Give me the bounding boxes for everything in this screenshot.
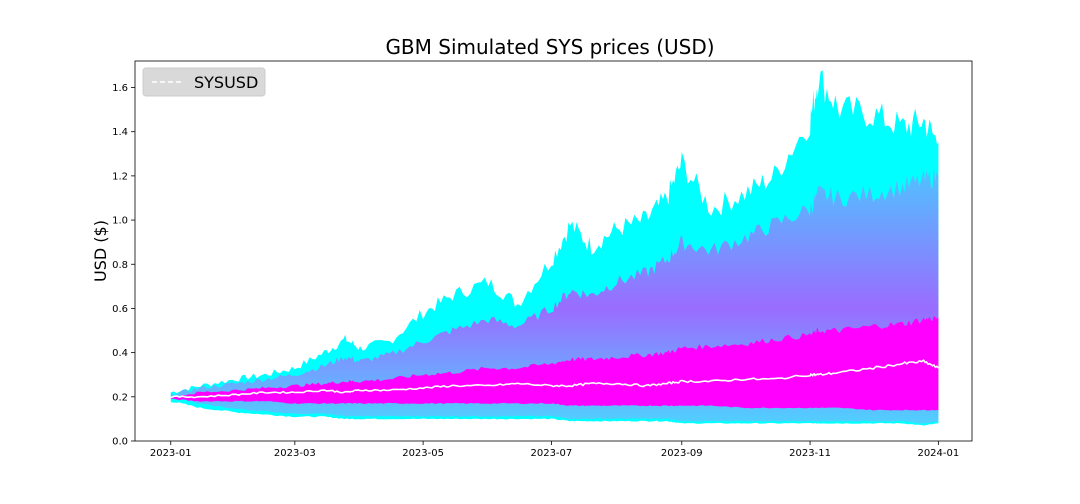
plot-frame	[134, 60, 973, 442]
y-tick-label: 0.4	[112, 348, 128, 359]
y-tick-label: 0.8	[112, 260, 128, 271]
y-tick-label: 1.2	[112, 171, 128, 182]
x-tick-label: 2023-09	[661, 448, 703, 459]
y-axis-label: USD ($)	[91, 220, 110, 282]
axes: 2023-01 2023-03 2023-05 2023-07 2023-09 2023-…	[112, 83, 959, 459]
x-tick-label: 2023-05	[402, 448, 444, 459]
y-tick-label: 1.6	[112, 83, 128, 94]
x-tick-label: 2023-01	[150, 448, 192, 459]
mean-line-sysusd	[170, 358, 940, 399]
y-tick-label: 0.2	[112, 392, 128, 403]
y-tick-label: 0.6	[112, 304, 128, 315]
plot-area	[170, 70, 940, 426]
x-tick-label: 2023-03	[274, 448, 316, 459]
legend: SYSUSD	[142, 67, 266, 97]
y-tick-label: 1.0	[112, 216, 128, 227]
x-tick-label: 2023-11	[789, 448, 831, 459]
x-tick-label: 2024-01	[917, 448, 959, 459]
inner-envelope	[170, 315, 939, 411]
legend-box	[142, 67, 266, 97]
x-tick-label: 2023-07	[530, 448, 572, 459]
legend-label: SYSUSD	[194, 73, 258, 92]
chart-title: GBM Simulated SYS prices (USD)	[385, 35, 714, 59]
y-tick-label: 1.4	[112, 127, 128, 138]
y-tick-label: 0.0	[112, 437, 128, 448]
